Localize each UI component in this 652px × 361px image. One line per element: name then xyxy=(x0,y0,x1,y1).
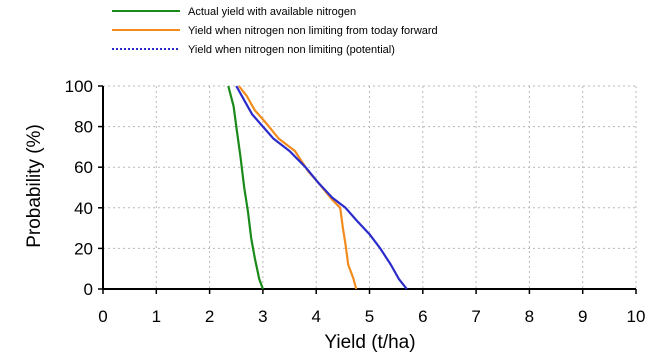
x-tick-label: 5 xyxy=(365,307,374,326)
legend-entry-potential: Yield when nitrogen non limiting (potent… xyxy=(112,44,395,56)
y-tick-label: 40 xyxy=(74,199,93,218)
x-tick-label: 1 xyxy=(152,307,161,326)
y-tick-label: 0 xyxy=(84,280,93,299)
x-axis-title: Yield (t/ha) xyxy=(324,332,415,353)
x-tick-label: 7 xyxy=(471,307,480,326)
legend-entry-actual: Actual yield with available nitrogen xyxy=(112,6,356,18)
legend: Actual yield with available nitrogen Yiel… xyxy=(112,6,438,56)
y-axis-title: Probability (%) xyxy=(24,124,45,248)
x-tick-label: 9 xyxy=(578,307,587,326)
series-lines xyxy=(227,85,408,290)
y-tick-label: 80 xyxy=(74,118,93,137)
x-tick-label: 0 xyxy=(98,307,107,326)
y-tick-label: 100 xyxy=(65,77,93,96)
legend-entry-from-today: Yield when nitrogen non limiting from to… xyxy=(112,25,438,37)
legend-label: Actual yield with available nitrogen xyxy=(188,6,356,18)
potential-yield-line xyxy=(235,85,408,290)
legend-label: Yield when nitrogen non limiting from to… xyxy=(188,25,438,37)
y-tick-label: 20 xyxy=(74,239,93,258)
x-tick-label: 4 xyxy=(311,307,320,326)
from-today-forward-line xyxy=(238,85,358,290)
x-tick-label: 3 xyxy=(258,307,267,326)
x-tick-label: 6 xyxy=(418,307,427,326)
x-tick-label: 10 xyxy=(627,307,646,326)
y-tick-label: 60 xyxy=(74,158,93,177)
x-tick-label: 8 xyxy=(525,307,534,326)
legend-label: Yield when nitrogen non limiting (potent… xyxy=(188,44,395,56)
x-tick-label: 2 xyxy=(205,307,214,326)
grid xyxy=(103,85,637,289)
actual-yield-line xyxy=(227,85,264,290)
